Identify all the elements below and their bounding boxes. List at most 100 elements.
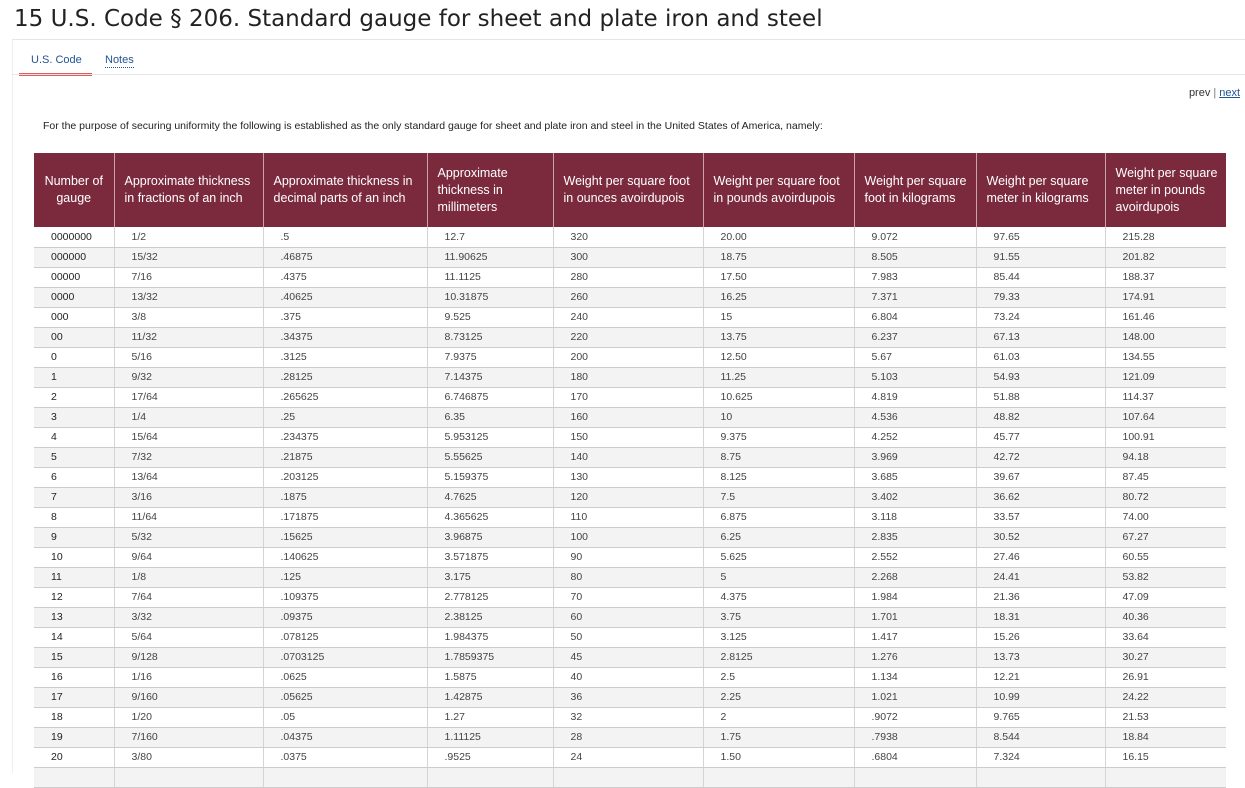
table-cell: 8.125 [703,467,854,487]
table-cell: 39.67 [976,467,1105,487]
table-cell: 53.82 [1105,567,1226,587]
table-cell: 54.93 [976,367,1105,387]
table-cell: 9.525 [427,307,553,327]
table-cell: 36 [553,687,703,707]
table-cell: 174.91 [1105,287,1226,307]
table-cell: 9 [34,527,114,547]
prev-label: prev [1189,87,1210,99]
table-cell: 6.875 [703,507,854,527]
header-cell: Approximate thickness in fractions of an… [114,153,263,227]
table-cell: 19 [34,727,114,747]
table-cell: 12.21 [976,667,1105,687]
table-cell: 17.50 [703,267,854,287]
table-cell: 3.96875 [427,527,553,547]
table-cell: 67.13 [976,327,1105,347]
table-cell: 70 [553,587,703,607]
table-cell: 18.75 [703,247,854,267]
table-cell: .3125 [263,347,427,367]
table-cell: 4.536 [854,407,976,427]
table-cell [703,767,854,787]
table-cell: 1.417 [854,627,976,647]
header-cell: Weight per square foot in kilograms [854,153,976,227]
table-cell: 1.7859375 [427,647,553,667]
table-cell: 180 [553,367,703,387]
table-cell: 27.46 [976,547,1105,567]
table-cell: 8.505 [854,247,976,267]
table-cell: 6.746875 [427,387,553,407]
table-cell: 8 [34,507,114,527]
table-cell [263,767,427,787]
table-cell [854,767,976,787]
table-cell: 67.27 [1105,527,1226,547]
table-cell: 107.64 [1105,407,1226,427]
table-cell [34,767,114,787]
table-cell: 3/16 [114,487,263,507]
table-cell: 7.983 [854,267,976,287]
table-cell: 17 [34,687,114,707]
table-cell: 3/80 [114,747,263,767]
tab-notes[interactable]: Notes [105,54,134,68]
table-cell: 220 [553,327,703,347]
table-cell: 5/64 [114,627,263,647]
table-cell: 33.57 [976,507,1105,527]
table-cell: .0625 [263,667,427,687]
tabs-divider [12,74,1245,75]
table-cell: 5.103 [854,367,976,387]
table-cell: 1.75 [703,727,854,747]
table-cell: 11.25 [703,367,854,387]
table-cell: 8.75 [703,447,854,467]
header-cell: Approximate thickness in decimal parts o… [263,153,427,227]
pager-separator: | [1210,87,1219,99]
table-cell: .6804 [854,747,976,767]
next-link[interactable]: next [1219,87,1240,99]
table-cell: 4.375 [703,587,854,607]
table-cell: 74.00 [1105,507,1226,527]
table-cell: .7938 [854,727,976,747]
table-cell [553,767,703,787]
table-cell: .4375 [263,267,427,287]
table-cell: 18.31 [976,607,1105,627]
table-cell: 8.73125 [427,327,553,347]
table-cell: 85.44 [976,267,1105,287]
table-cell: .234375 [263,427,427,447]
table-cell [976,767,1105,787]
table-cell: 10.31875 [427,287,553,307]
table-cell: 5 [34,447,114,467]
table-cell: .09375 [263,607,427,627]
table-cell: 24.41 [976,567,1105,587]
table-cell: .34375 [263,327,427,347]
table-cell: 45 [553,647,703,667]
table-cell: 10 [34,547,114,567]
header-row: Number of gauge Approximate thickness in… [34,153,1226,227]
page-title: 15 U.S. Code § 206. Standard gauge for s… [14,4,823,34]
table-cell: 36.62 [976,487,1105,507]
table-cell: 33.64 [1105,627,1226,647]
table-cell: 3.402 [854,487,976,507]
table-cell: 7.9375 [427,347,553,367]
tab-us-code[interactable]: U.S. Code [31,54,82,66]
table-cell: 1/20 [114,707,263,727]
table-cell: 2.268 [854,567,976,587]
table-cell: 2 [34,387,114,407]
table-cell: 1.021 [854,687,976,707]
table-cell: 1.27 [427,707,553,727]
table-cell: .078125 [263,627,427,647]
table-cell: 114.37 [1105,387,1226,407]
table-cell: 260 [553,287,703,307]
table-cell: 201.82 [1105,247,1226,267]
table-cell: .125 [263,567,427,587]
table-cell: 9/32 [114,367,263,387]
table-cell: 87.45 [1105,467,1226,487]
table-cell: 9.072 [854,227,976,247]
table-cell: .140625 [263,547,427,567]
table-cell: .0375 [263,747,427,767]
table-cell: 21.36 [976,587,1105,607]
table-cell: 2.778125 [427,587,553,607]
